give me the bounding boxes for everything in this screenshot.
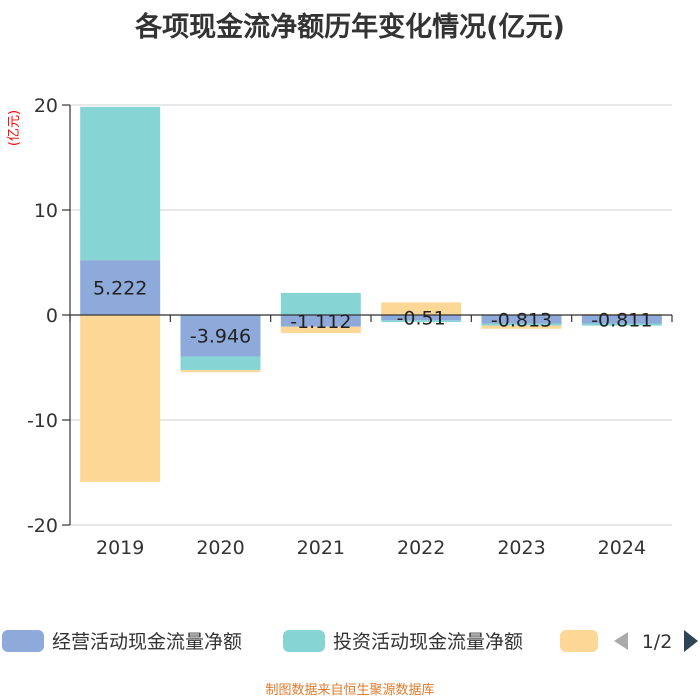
bar-2020-series-1[interactable] (180, 356, 261, 371)
legend-label-investing[interactable]: 投资活动现金流量净额 (333, 631, 523, 653)
legend-swatch-financing[interactable] (560, 630, 598, 652)
bar-2023-series-0[interactable] (481, 315, 562, 324)
legend: 经营活动现金流量净额 投资活动现金流量净额 1/2 (2, 630, 698, 653)
bar-2021-series-0[interactable] (280, 315, 361, 327)
x-tick-label: 2020 (196, 537, 244, 559)
x-tick-label: 2023 (497, 537, 545, 559)
legend-swatch-investing[interactable] (283, 630, 325, 652)
data-label: -0.813 (491, 309, 552, 331)
bar-2021-series-1[interactable] (280, 292, 361, 315)
data-label: -1.112 (290, 311, 351, 333)
bar-2020-series-2[interactable] (180, 370, 261, 373)
x-tick-label: 2024 (598, 537, 646, 559)
bar-2023-series-1[interactable] (481, 323, 562, 326)
y-tick-label: 10 (34, 200, 58, 222)
legend-label-operating[interactable]: 经营活动现金流量净额 (52, 631, 242, 653)
y-axis-unit: (亿元) (7, 110, 22, 146)
data-label: -0.51 (397, 308, 446, 330)
bar-2023-series-2[interactable] (481, 325, 562, 329)
bar-2019-series-0[interactable] (80, 260, 161, 315)
axes: 20 10 0 -10 -20 2019 2020 2021 2022 2023 2024 (27, 95, 673, 559)
bar-2021-series-2[interactable] (280, 326, 361, 333)
y-tick-label: -10 (27, 410, 58, 432)
bar-2022-series-2[interactable] (381, 302, 462, 315)
data-label: 5.222 (93, 278, 147, 300)
chart-title: 各项现金流净额历年变化情况(亿元) (134, 11, 565, 43)
legend-swatch-operating[interactable] (2, 630, 44, 652)
legend-prev-icon[interactable] (614, 632, 628, 650)
data-labels: 5.222 -3.946 -1.112 -0.51 -0.813 -0.811 (93, 278, 652, 348)
y-tick-label: 20 (34, 95, 58, 117)
bar-2019-series-2[interactable] (80, 315, 161, 482)
y-tick-label: -20 (27, 515, 58, 537)
y-tick-label: 0 (46, 305, 58, 327)
data-label: -3.946 (190, 326, 251, 348)
x-tick-label: 2019 (96, 537, 144, 559)
x-tick-label: 2022 (397, 537, 445, 559)
bar-2022-series-1[interactable] (381, 320, 462, 322)
legend-next-icon[interactable] (684, 630, 698, 652)
bar-2024-series-0[interactable] (581, 315, 662, 324)
bar-2020-series-0[interactable] (180, 315, 261, 357)
bar-2024-series-1[interactable] (581, 323, 662, 326)
legend-page-indicator: 1/2 (642, 631, 673, 653)
bars (80, 106, 662, 482)
x-tick-label: 2021 (297, 537, 345, 559)
bar-2022-series-0[interactable] (381, 315, 462, 321)
data-label: -0.811 (591, 309, 652, 331)
bar-2019-series-1[interactable] (80, 106, 161, 261)
data-source: 制图数据来自恒生聚源数据库 (265, 682, 434, 698)
